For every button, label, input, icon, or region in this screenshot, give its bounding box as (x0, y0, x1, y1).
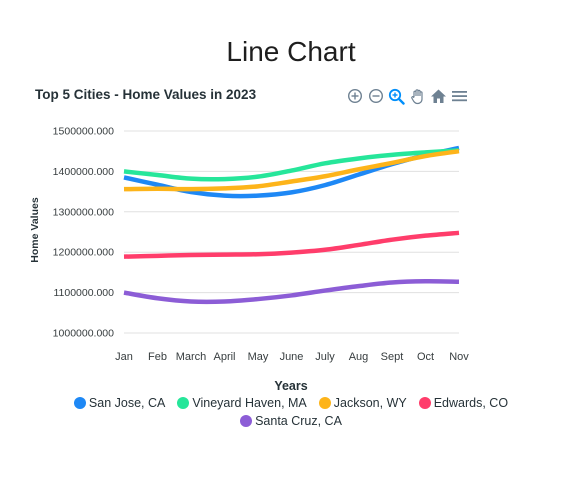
x-tick-label: June (280, 351, 304, 363)
pan-hand-icon[interactable] (408, 87, 427, 106)
legend-label: Edwards, CO (433, 396, 509, 410)
legend-item[interactable]: Edwards, CO (418, 396, 509, 410)
x-tick-label: Nov (449, 351, 469, 363)
menu-icon[interactable] (450, 87, 469, 106)
legend-marker (73, 397, 86, 409)
x-tick-label: Aug (349, 351, 369, 363)
series-line-3[interactable] (123, 148, 460, 192)
chart-legend: San Jose, CA Vineyard Haven, MA Jackson, W… (0, 396, 582, 428)
legend-marker (318, 397, 331, 409)
series-line-2[interactable] (123, 148, 460, 182)
chart-toolbar (345, 86, 469, 106)
y-axis-label: Home Values (29, 197, 41, 263)
x-axis-label: Years (274, 379, 307, 393)
legend-marker (177, 397, 190, 409)
y-tick-label: 1100000.000 (53, 287, 114, 299)
legend-item[interactable]: Santa Cruz, CA (240, 414, 342, 428)
selection-zoom-icon[interactable] (387, 87, 406, 106)
reset-home-icon[interactable] (429, 87, 448, 106)
x-tick-label: Sept (381, 351, 404, 363)
legend-label: Jackson, WY (333, 396, 407, 410)
y-tick-label: 1500000.000 (53, 126, 114, 138)
y-tick-label: 1400000.000 (53, 166, 114, 178)
series-line-5[interactable] (123, 279, 460, 305)
x-tick-label: March (176, 351, 207, 363)
legend-marker (240, 415, 253, 427)
x-tick-label: Oct (417, 351, 434, 363)
legend-label: Vineyard Haven, MA (192, 396, 307, 410)
legend-label: Santa Cruz, CA (255, 414, 342, 428)
x-tick-label: April (213, 351, 235, 363)
legend-item[interactable]: Jackson, WY (318, 396, 407, 410)
page-title: Line Chart (226, 36, 356, 67)
series-line-4[interactable] (123, 230, 460, 259)
zoom-out-icon[interactable] (366, 87, 385, 106)
x-axis-ticks: Jan Feb March April May June July Aug Sept Oct Nov (115, 351, 469, 363)
x-tick-label: July (315, 351, 335, 363)
x-tick-label: Feb (148, 351, 167, 363)
y-tick-label: 1300000.000 (53, 206, 114, 218)
legend-item[interactable]: San Jose, CA (73, 396, 166, 410)
y-tick-label: 1000000.000 (53, 328, 114, 340)
chart-title: Top 5 Cities - Home Values in 2023 (35, 87, 257, 102)
legend-item[interactable]: Vineyard Haven, MA (177, 396, 307, 410)
legend-label: San Jose, CA (88, 396, 166, 410)
series-lines (123, 145, 460, 305)
y-tick-label: 1200000.000 (53, 247, 114, 259)
x-tick-label: May (248, 351, 269, 363)
zoom-in-icon[interactable] (345, 87, 364, 106)
x-tick-label: Jan (115, 351, 133, 363)
legend-marker (418, 397, 431, 409)
y-axis-ticks: 1500000.000 1400000.000 1300000.000 1200000… (53, 126, 114, 340)
